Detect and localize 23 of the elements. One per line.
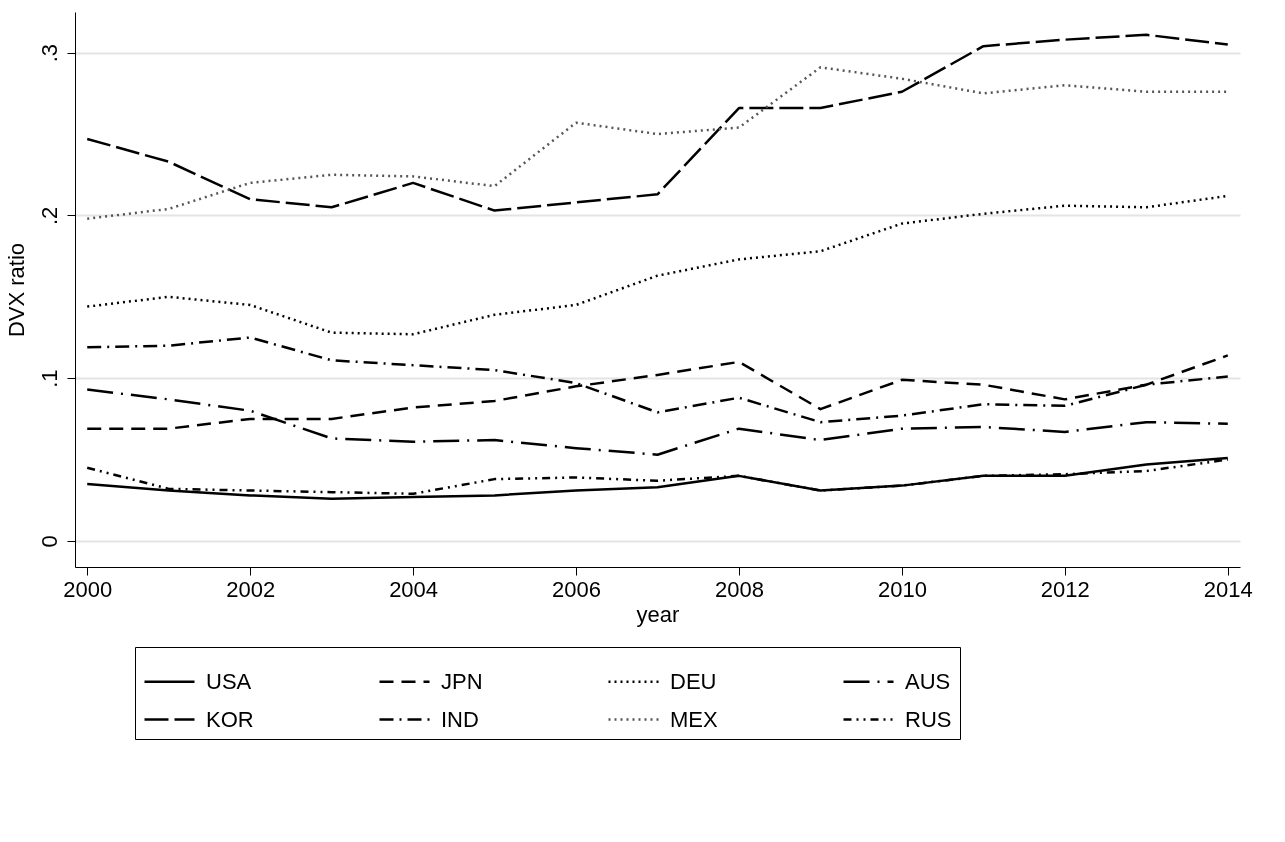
x-tick-label: 2012 [1040,576,1090,602]
x-tick-label: 2008 [714,576,764,602]
x-tick-label: 2010 [877,576,927,602]
legend-label: IND [441,706,479,732]
x-axis-title: year [636,601,680,627]
x-tick-label: 2014 [1203,576,1253,602]
line-series [85,33,1230,212]
y-tick-label: .1 [36,369,62,388]
x-tick-label: 2000 [63,576,113,602]
y-tick-label: .3 [36,44,62,63]
y-tick-label: 0 [36,535,62,548]
x-tick-label: 2002 [226,576,276,602]
x-tick-label: 2004 [389,576,439,602]
legend-label: JPN [441,668,483,694]
legend-label: RUS [905,706,952,732]
y-tick-label: .2 [36,206,62,226]
legend-label: USA [206,668,252,694]
legend-label: AUS [905,668,951,694]
legend-label: KOR [206,706,254,732]
y-axis-title: DVX ratio [3,242,29,338]
x-tick-label: 2006 [552,576,602,602]
legend-label: MEX [670,706,718,732]
legend-label: DEU [670,668,717,694]
